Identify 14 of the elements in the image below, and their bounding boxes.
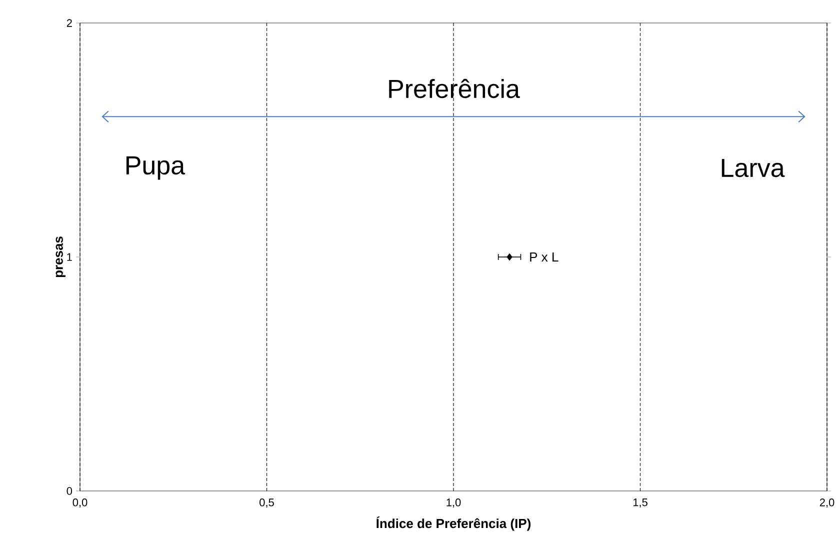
y-axis-title: presas: [56, 236, 66, 278]
x-tick-label: 1,5: [633, 498, 648, 508]
series-label: P x L: [530, 252, 558, 262]
x-tick-label: 1,0: [446, 498, 461, 508]
y-tick-label: 1: [67, 253, 72, 261]
y-tick-label: 2: [66, 19, 72, 27]
x-tick-label: 2,0: [820, 498, 834, 508]
annotation: Pupa: [126, 156, 186, 180]
x-tick-label: 0,0: [72, 498, 88, 508]
annotation: Larva: [722, 158, 785, 178]
x-axis-title: Índice de Preferência (IP): [376, 516, 531, 531]
x-tick-label: 0,5: [260, 498, 274, 508]
annotation: Preferência: [389, 78, 520, 98]
y-tick-label: 0: [66, 487, 72, 495]
